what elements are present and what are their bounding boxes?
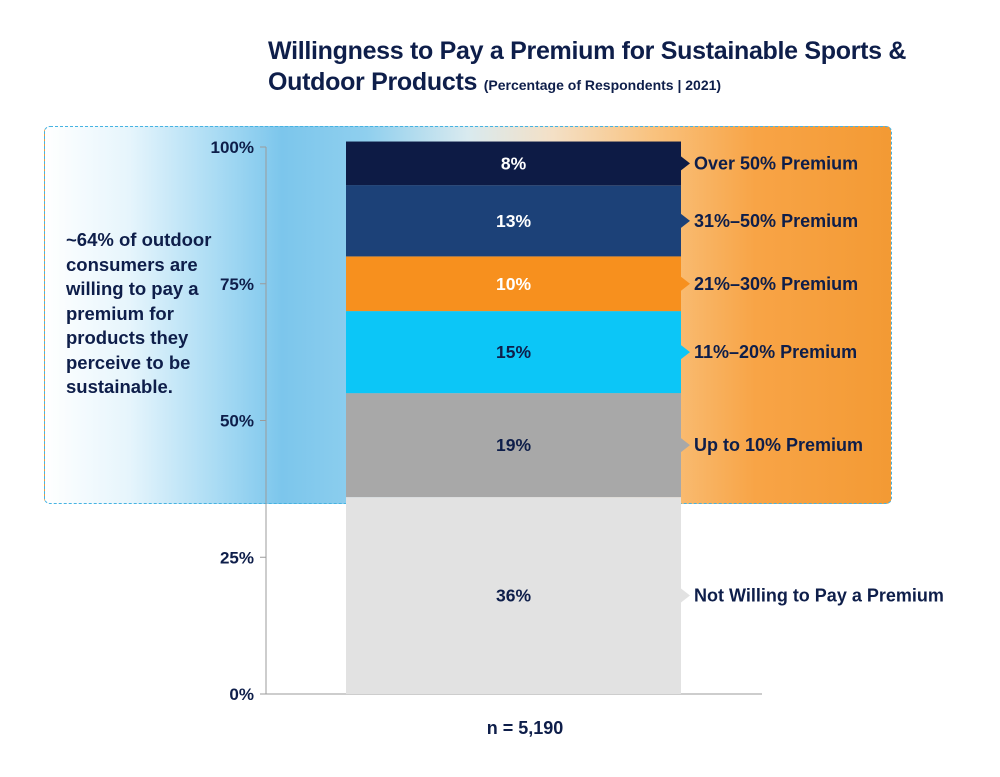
category-label: Not Willing to Pay a Premium	[694, 586, 944, 606]
data-label: 36%	[496, 586, 531, 606]
bar-segment	[346, 311, 681, 394]
chart-title: Willingness to Pay a Premium for Sustain…	[268, 36, 968, 101]
data-label: 10%	[496, 274, 531, 294]
category-label: Over 50% Premium	[694, 153, 858, 173]
chart-title-text: Willingness to Pay a Premium for Sustain…	[268, 37, 907, 96]
pointer-marker	[681, 588, 690, 603]
data-label: 8%	[501, 153, 527, 173]
pointer-marker	[681, 213, 690, 228]
y-tick-label: 75%	[220, 275, 254, 294]
chart-subtitle: (Percentage of Respondents | 2021)	[483, 77, 722, 93]
bar-segment	[346, 393, 681, 498]
pointer-marker	[681, 156, 690, 171]
y-tick-label: 25%	[220, 548, 254, 567]
pointer-marker	[681, 276, 690, 291]
pointer-marker	[681, 438, 690, 453]
pointer-marker	[681, 345, 690, 360]
bar-segment	[346, 185, 681, 257]
category-label: 21%–30% Premium	[694, 274, 858, 294]
category-label: 11%–20% Premium	[694, 342, 857, 362]
bar-segment	[346, 141, 681, 186]
data-label: 15%	[496, 342, 531, 362]
category-label: 31%–50% Premium	[694, 211, 858, 231]
callout-text: ~64% of outdoor consumers are willing to…	[66, 229, 212, 397]
bar-segments: 36% 19% 15% 10% 13% 8%	[346, 141, 681, 694]
data-label: 13%	[496, 211, 531, 231]
bar-segment	[346, 497, 681, 694]
y-tick-label: 100%	[211, 138, 254, 157]
category-label: Up to 10% Premium	[694, 435, 863, 455]
data-label: 19%	[496, 435, 531, 455]
sample-size-note: n = 5,190	[486, 718, 564, 738]
y-tick-label: 50%	[220, 412, 254, 431]
bar-segment	[346, 256, 681, 312]
y-tick-label: 0%	[229, 685, 254, 704]
category-labels: Not Willing to Pay a Premium Up to 10% Pr…	[681, 153, 944, 606]
